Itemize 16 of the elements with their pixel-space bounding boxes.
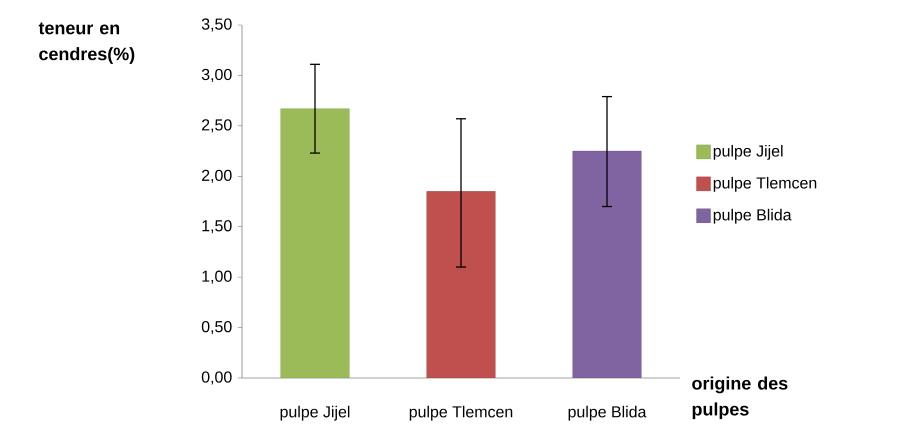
y-tick-label: 3,50 (202, 18, 232, 32)
y-axis-title: teneur en cendres(%) (38, 22, 134, 64)
y-tick-label: 1,50 (202, 220, 232, 234)
legend-label: pulpe Jijel (714, 144, 783, 160)
y-tick-label: 0,50 (202, 320, 232, 334)
x-tick-label: pulpe Blida (568, 406, 646, 421)
x-tick-label: pulpe Tlemcen (410, 406, 512, 421)
legend-label: pulpe Tlemcen (714, 176, 816, 192)
y-tick-label: 0,00 (202, 371, 232, 385)
x-tick-label: pulpe Jijel (280, 406, 350, 421)
y-tick-label: 2,50 (202, 119, 232, 132)
x-axis-title: origine des pulpes (692, 376, 788, 420)
y-tick-label: 2,00 (202, 170, 232, 183)
y-tick-label: 3,00 (202, 68, 232, 82)
y-tick-label: 1,00 (202, 270, 232, 284)
legend-label: pulpe Blida (714, 208, 792, 224)
